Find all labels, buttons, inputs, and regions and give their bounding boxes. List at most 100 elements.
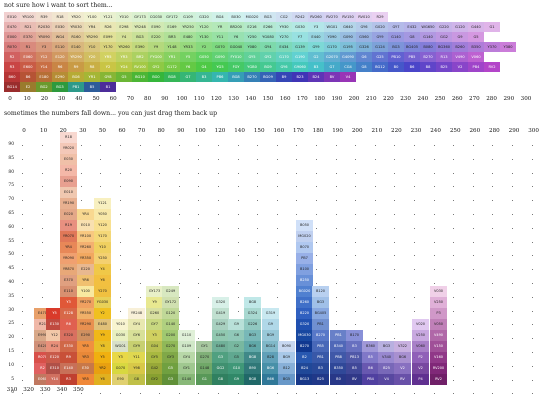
color-swatch[interactable]: G9: [228, 319, 245, 330]
color-swatch[interactable]: G120: [452, 22, 468, 32]
color-swatch[interactable]: G070: [112, 363, 129, 374]
color-swatch[interactable]: G5: [228, 352, 245, 363]
color-swatch[interactable]: R21: [34, 319, 51, 330]
color-swatch[interactable]: GY7: [388, 22, 404, 32]
color-swatch[interactable]: E30: [77, 363, 94, 374]
color-swatch[interactable]: Y12: [46, 330, 63, 341]
color-swatch[interactable]: G450: [212, 330, 229, 341]
color-swatch[interactable]: E099: [100, 32, 116, 42]
color-swatch[interactable]: YR3: [77, 352, 94, 363]
color-swatch[interactable]: Y6: [94, 374, 111, 385]
color-swatch[interactable]: E000: [4, 32, 20, 42]
color-swatch[interactable]: BG8: [244, 297, 261, 308]
color-swatch[interactable]: RV: [394, 374, 411, 385]
color-swatch[interactable]: B100: [296, 264, 313, 275]
color-swatch[interactable]: Y148: [164, 42, 180, 52]
color-swatch[interactable]: P3: [430, 308, 447, 319]
color-swatch[interactable]: G480: [212, 341, 229, 352]
color-swatch[interactable]: GY5: [146, 352, 163, 363]
color-swatch[interactable]: Y370: [484, 42, 500, 52]
color-swatch[interactable]: G9060: [292, 62, 308, 72]
color-swatch[interactable]: G109: [178, 341, 195, 352]
color-swatch[interactable]: G195: [340, 42, 356, 52]
color-swatch[interactable]: G7: [180, 72, 196, 82]
color-swatch[interactable]: G5: [468, 32, 484, 42]
color-swatch[interactable]: YR350: [77, 253, 94, 264]
color-swatch[interactable]: Y2: [94, 308, 111, 319]
color-swatch[interactable]: G148: [196, 363, 213, 374]
color-swatch[interactable]: BG360: [436, 42, 452, 52]
color-swatch[interactable]: BG3: [244, 330, 261, 341]
color-swatch[interactable]: GY3: [162, 352, 179, 363]
color-swatch[interactable]: GY9: [128, 341, 145, 352]
color-swatch[interactable]: G190: [292, 52, 308, 62]
color-swatch[interactable]: GY2: [260, 52, 276, 62]
color-swatch[interactable]: G140: [178, 374, 195, 385]
color-swatch[interactable]: G8: [212, 374, 229, 385]
color-swatch[interactable]: E90: [112, 374, 129, 385]
color-swatch[interactable]: R26: [100, 22, 116, 32]
color-swatch[interactable]: E010: [4, 12, 20, 22]
color-swatch[interactable]: Y3: [146, 330, 163, 341]
color-swatch[interactable]: R24: [46, 341, 63, 352]
color-swatch[interactable]: GY8: [100, 72, 116, 82]
color-swatch[interactable]: G3: [162, 374, 179, 385]
color-swatch[interactable]: Y2: [100, 62, 116, 72]
color-swatch[interactable]: YR290: [77, 319, 94, 330]
color-swatch[interactable]: RV200: [430, 363, 447, 374]
color-swatch[interactable]: R9: [68, 62, 84, 72]
color-swatch[interactable]: B2: [296, 352, 313, 363]
color-swatch[interactable]: YR248: [132, 22, 148, 32]
color-swatch[interactable]: GY6: [356, 22, 372, 32]
color-swatch[interactable]: R1: [20, 42, 36, 52]
color-swatch[interactable]: E128: [60, 308, 77, 319]
color-swatch[interactable]: G560: [356, 32, 372, 42]
color-swatch[interactable]: FY010: [228, 52, 244, 62]
color-swatch[interactable]: G170: [276, 52, 292, 62]
color-swatch[interactable]: B030: [228, 12, 244, 22]
color-swatch[interactable]: BG405: [312, 308, 329, 319]
color-swatch[interactable]: BR3: [164, 32, 180, 42]
color-swatch[interactable]: B340: [330, 341, 347, 352]
color-swatch[interactable]: E169: [164, 22, 180, 32]
color-swatch[interactable]: R2: [34, 363, 51, 374]
color-swatch[interactable]: RV150: [340, 12, 356, 22]
color-swatch[interactable]: MG020: [244, 12, 260, 22]
color-swatch[interactable]: B3: [196, 72, 212, 82]
color-swatch[interactable]: YR20: [68, 12, 84, 22]
color-swatch[interactable]: V050: [430, 319, 447, 330]
color-swatch[interactable]: V160: [430, 352, 447, 363]
color-swatch[interactable]: Y20: [84, 52, 100, 62]
color-swatch[interactable]: PB4: [362, 374, 379, 385]
color-swatch[interactable]: R21: [20, 22, 36, 32]
color-swatch[interactable]: V250: [412, 330, 429, 341]
color-swatch[interactable]: Y6: [228, 32, 244, 42]
color-swatch[interactable]: BG14: [262, 341, 279, 352]
color-swatch[interactable]: R18: [52, 12, 68, 22]
color-swatch[interactable]: YR090: [60, 253, 77, 264]
color-swatch[interactable]: R2030: [36, 22, 52, 32]
color-swatch[interactable]: B25: [436, 62, 452, 72]
color-swatch[interactable]: E120: [52, 52, 68, 62]
color-swatch[interactable]: BG14: [4, 82, 20, 92]
color-swatch[interactable]: Y2: [196, 42, 212, 52]
color-swatch[interactable]: E434: [276, 42, 292, 52]
color-swatch[interactable]: Y250: [94, 253, 111, 264]
color-swatch[interactable]: B3: [346, 341, 363, 352]
color-swatch[interactable]: PB13: [346, 352, 363, 363]
color-swatch[interactable]: BG0: [148, 72, 164, 82]
color-swatch[interactable]: E370: [20, 32, 36, 42]
color-swatch[interactable]: G090: [340, 32, 356, 42]
color-swatch[interactable]: E010: [77, 220, 94, 231]
color-swatch[interactable]: B24: [308, 72, 324, 82]
color-swatch[interactable]: G4: [196, 62, 212, 72]
color-swatch[interactable]: PB5: [404, 52, 420, 62]
color-swatch[interactable]: BG3: [52, 82, 68, 92]
color-swatch[interactable]: R3: [60, 374, 77, 385]
color-swatch[interactable]: E480: [94, 319, 111, 330]
color-swatch[interactable]: B5: [346, 363, 363, 374]
color-swatch[interactable]: Y98: [128, 363, 145, 374]
color-swatch[interactable]: R070: [4, 42, 20, 52]
color-swatch[interactable]: G020: [372, 22, 388, 32]
color-swatch[interactable]: E090: [60, 176, 77, 187]
